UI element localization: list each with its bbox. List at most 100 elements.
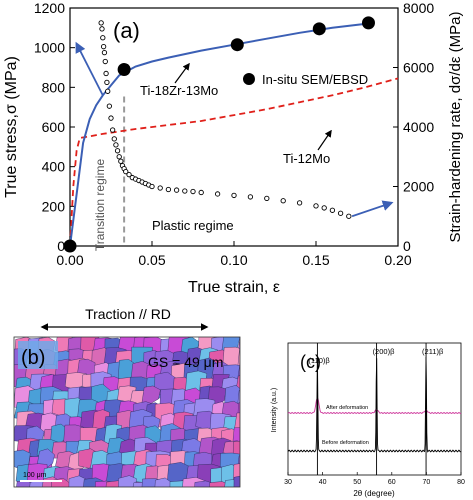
x-tick-label-a: 0.00: [56, 252, 83, 268]
ebsd-grain: [118, 475, 137, 487]
ebsd-grain: [146, 493, 164, 500]
curve-ti18zr: [69, 22, 366, 247]
ebsd-grain: [237, 337, 240, 356]
ebsd-grain: [246, 348, 270, 367]
ebsd-grain: [249, 463, 270, 490]
y-axis-label-c: Intensity (a.u.): [271, 388, 278, 432]
xrd-after-label: After deformation: [326, 405, 368, 411]
ebsd-grain: [222, 491, 244, 500]
ebsd-grain-map: [14, 334, 274, 500]
hardening-rate-point: [126, 171, 132, 178]
ebsd-grain: [247, 489, 266, 500]
ebsd-grain: [250, 386, 271, 410]
hardening-rate-point: [296, 200, 303, 206]
ebsd-grain: [154, 477, 173, 487]
series-pointer-ti18zr: [174, 62, 190, 84]
ebsd-grain: [94, 490, 112, 500]
ebsd-grain: [246, 416, 268, 436]
panel-a-label: (a): [113, 18, 140, 43]
transition-regime-label: Transition regime: [93, 159, 107, 252]
ticks-c: 30 40 50 60 70 80: [284, 472, 465, 486]
panel-b-label-bg: [18, 341, 58, 369]
x-tick-label-c: 50: [353, 479, 361, 486]
hardening-rate-point: [98, 20, 104, 26]
x-tick-label-a: 0.15: [302, 252, 329, 268]
ebsd-grain: [237, 490, 258, 500]
hardening-rate-point: [100, 44, 107, 50]
series-label-ti18zr: Ti-18Zr-13Mo: [140, 83, 218, 98]
curves-c: (110)β (200)β (211)β: [287, 343, 462, 475]
insitu-marker: [312, 22, 326, 36]
ebsd-grain: [182, 477, 207, 487]
hardening-rate-point: [165, 186, 172, 193]
ebsd-grain: [233, 475, 240, 487]
ebsd-grain: [169, 490, 191, 500]
x-tick-label-c: 30: [284, 479, 292, 486]
ebsd-grain: [64, 491, 89, 500]
arrow-to-left-axis: [75, 41, 104, 96]
series-pointer-ti12mo: [317, 129, 332, 151]
insitu-marker: [361, 16, 375, 30]
hardening-rate-point: [247, 194, 254, 200]
arrow-to-right-axis: [351, 200, 394, 218]
hardening-rate-point: [346, 213, 352, 219]
ebsd-grain: [245, 442, 264, 460]
ebsd-grain: [251, 334, 274, 353]
ebsd-grain: [195, 489, 217, 500]
hardening-rate-point: [106, 103, 113, 109]
xrd-before-trace: [287, 356, 462, 453]
ebsd-grain: [130, 494, 154, 500]
insitu-marker: [117, 62, 131, 76]
ebsd-grain: [116, 489, 140, 500]
ebsd-grain: [237, 402, 240, 427]
ebsd-grain: [246, 398, 263, 415]
x-axis-label-c: 2θ (degree): [353, 489, 395, 498]
hardening-rate-point: [114, 148, 121, 154]
hardening-rate-point: [182, 188, 188, 194]
y2-tick-label-a: 4000: [403, 119, 434, 135]
ebsd-grain: [141, 385, 161, 404]
x-tick-label-c: 70: [423, 479, 431, 486]
hardening-rate-point: [321, 205, 327, 211]
y-tick-label-a: 1200: [34, 0, 65, 16]
curves-a: [63, 16, 399, 253]
y-tick-label-a: 0: [57, 238, 65, 254]
hardening-rate-point: [173, 187, 180, 193]
y2-tick-label-a: 2000: [403, 179, 434, 195]
hardening-rate-point: [123, 168, 129, 175]
xrd-after-trace: [287, 397, 462, 414]
ebsd-grain: [247, 452, 267, 470]
y-tick-label-a: 800: [42, 79, 66, 95]
hardening-rate-point: [113, 142, 119, 148]
scale-bar-label: 100 μm: [23, 472, 47, 479]
ebsd-grain: [211, 494, 230, 500]
hardening-rate-point: [264, 195, 270, 202]
legend-marker-insitu: [243, 73, 255, 85]
peak-label: (110)β: [308, 356, 330, 365]
hardening-rate-point: [190, 188, 196, 195]
hardening-rate-point: [118, 158, 124, 164]
hardening-rate-point: [231, 192, 237, 199]
peak-label: (211)β: [422, 347, 444, 356]
hardening-rate-point: [214, 191, 221, 197]
y2-tick-label-a: 0: [403, 238, 411, 254]
ebsd-grain: [68, 475, 87, 487]
x-axis-label-a: True strain, ε: [188, 279, 280, 296]
ebsd-grain: [250, 427, 268, 450]
hardening-rate-point: [108, 115, 114, 121]
plot-frame-c: [287, 342, 462, 476]
hardening-rate-point: [103, 70, 109, 77]
ebsd-grain: [251, 361, 273, 380]
legend-label-insitu: In-situ SEM/EBSD: [262, 72, 368, 87]
panel-a: 0.00 0.05 0.10 0.15 0.2002004006008001000120…: [3, 0, 464, 296]
hardening-rate-point: [116, 154, 122, 160]
peak-label: (200)β: [373, 347, 396, 356]
hardening-rate-point: [100, 35, 106, 41]
x-tick-label-a: 0.20: [384, 252, 411, 268]
panel-c-label: (c): [300, 352, 321, 372]
hardening-rate-point: [99, 26, 105, 32]
plastic-regime-label: Plastic regime: [152, 218, 234, 233]
panel-c: 30 40 50 60 70 80 (110)β (200)β (211)β (c) 2θ (…: [271, 342, 465, 498]
ebsd-grain: [108, 492, 127, 500]
